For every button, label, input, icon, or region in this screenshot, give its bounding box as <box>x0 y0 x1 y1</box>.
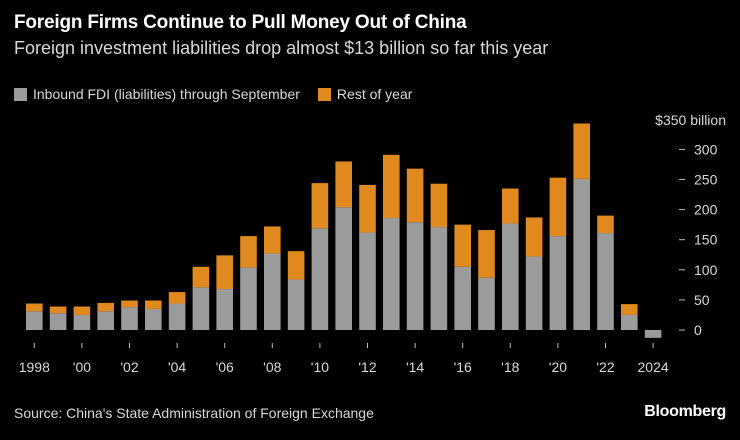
bar-through-september-2011 <box>335 207 352 330</box>
bar-rest-of-year-2006 <box>216 255 233 290</box>
bar-rest-of-year-2000 <box>73 306 91 315</box>
legend-label: Rest of year <box>336 86 413 102</box>
x-tick-label: '12 <box>358 359 376 375</box>
x-tick-label: '18 <box>501 359 519 375</box>
bar-rest-of-year-2019 <box>525 217 543 257</box>
bar-through-september-2018 <box>502 223 519 330</box>
bar-through-september-2019 <box>525 256 543 330</box>
bar-through-september-2009 <box>287 279 305 330</box>
bar-rest-of-year-2021 <box>573 123 590 179</box>
x-tick-label: '02 <box>120 359 138 375</box>
bar-rest-of-year-2020 <box>549 177 567 237</box>
bar-through-september-2010 <box>311 228 329 330</box>
bar-through-september-2021 <box>573 178 590 330</box>
x-tick-label: '00 <box>73 359 91 375</box>
legend: Inbound FDI (liabilities) through Septem… <box>14 86 430 102</box>
bar-rest-of-year-2022 <box>597 215 614 234</box>
bar-through-september-2004 <box>168 303 186 330</box>
bar-through-september-2016 <box>454 266 471 330</box>
bar-through-september-1998 <box>26 311 43 330</box>
y-tick-label: 50 <box>694 292 710 308</box>
bar-through-september-2023 <box>621 314 638 330</box>
bar-rest-of-year-2016 <box>454 224 471 267</box>
x-tick-label: '16 <box>454 359 472 375</box>
bar-through-september-2002 <box>121 307 138 330</box>
bar-through-september-2006 <box>216 289 233 330</box>
bar-rest-of-year-2008 <box>264 226 281 254</box>
chart-subtitle: Foreign investment liabilities drop almo… <box>14 38 549 58</box>
bar-rest-of-year-2015 <box>430 183 448 228</box>
x-tick-label: '14 <box>406 359 424 375</box>
bar-rest-of-year-2010 <box>311 183 329 229</box>
y-tick-label: 200 <box>694 202 718 218</box>
bar-through-september-2024 <box>644 330 662 338</box>
bar-through-september-2003 <box>145 308 162 330</box>
bar-rest-of-year-2005 <box>192 266 210 288</box>
bar-rest-of-year-2018 <box>502 188 519 224</box>
bar-through-september-2005 <box>192 287 210 330</box>
bar-through-september-2015 <box>430 227 448 330</box>
bar-through-september-2012 <box>359 232 376 330</box>
x-tick-label: 2024 <box>638 359 669 375</box>
legend-label: Inbound FDI (liabilities) through Septem… <box>33 86 300 102</box>
bar-rest-of-year-2007 <box>240 236 257 268</box>
bar-rest-of-year-2001 <box>97 302 114 312</box>
y-tick-label: 250 <box>694 172 718 188</box>
legend-item-through-september: Inbound FDI (liabilities) through Septem… <box>14 86 300 102</box>
x-tick-label: '06 <box>216 359 234 375</box>
y-tick-label: 0 <box>694 322 702 338</box>
bar-rest-of-year-2023 <box>621 304 638 315</box>
bar-rest-of-year-2011 <box>335 161 352 208</box>
x-tick-label: '10 <box>311 359 329 375</box>
bar-through-september-2001 <box>97 311 114 330</box>
bar-through-september-2013 <box>383 218 400 330</box>
bar-rest-of-year-2012 <box>359 184 376 233</box>
bar-rest-of-year-2002 <box>121 300 138 308</box>
bar-rest-of-year-2003 <box>145 300 162 309</box>
y-axis-top-label: $350 billion <box>655 112 726 128</box>
legend-swatch-grey <box>14 87 27 101</box>
bar-rest-of-year-1999 <box>49 306 67 314</box>
x-tick-label: 1998 <box>19 359 50 375</box>
y-tick-label: 150 <box>694 232 718 248</box>
bar-rest-of-year-2013 <box>383 154 400 219</box>
y-tick-label: 300 <box>694 141 718 157</box>
bloomberg-logo: Bloomberg <box>644 403 726 420</box>
bar-through-september-2022 <box>597 233 614 330</box>
x-tick-label: '08 <box>263 359 281 375</box>
chart-title: Foreign Firms Continue to Pull Money Out… <box>14 12 467 33</box>
y-tick-label: 100 <box>694 262 718 278</box>
source-note: Source: China's State Administration of … <box>14 405 374 421</box>
bar-rest-of-year-2004 <box>168 292 186 304</box>
bar-rest-of-year-2009 <box>287 251 305 280</box>
x-tick-label: '04 <box>168 359 186 375</box>
bar-through-september-2008 <box>264 253 281 330</box>
bar-through-september-2014 <box>406 222 424 330</box>
bar-rest-of-year-1998 <box>26 303 43 312</box>
x-tick-label: '20 <box>549 359 567 375</box>
legend-swatch-orange <box>317 87 331 101</box>
x-tick-label: '22 <box>596 359 614 375</box>
bar-through-september-2020 <box>549 236 567 330</box>
legend-item-rest-of-year: Rest of year <box>317 86 413 102</box>
bar-rest-of-year-2017 <box>478 230 495 278</box>
bar-through-september-2017 <box>478 277 495 330</box>
bar-through-september-2000 <box>73 314 91 330</box>
bar-through-september-1999 <box>49 313 67 330</box>
bar-rest-of-year-2014 <box>406 168 424 223</box>
bar-through-september-2007 <box>240 267 257 330</box>
